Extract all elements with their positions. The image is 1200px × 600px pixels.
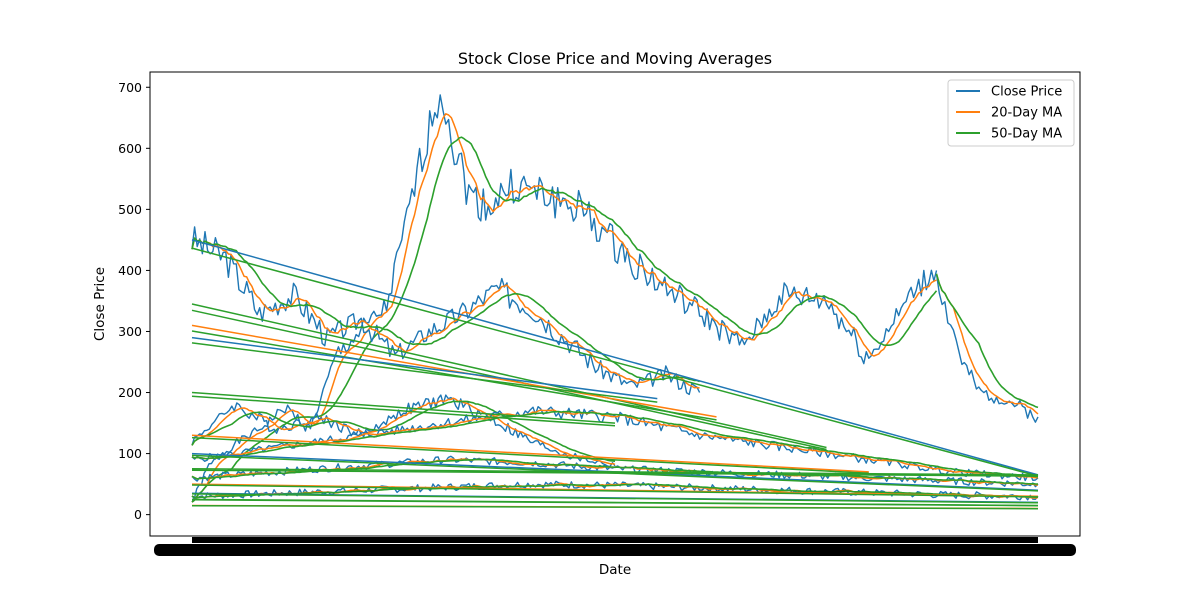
connector-line-3: [191, 336, 658, 400]
connector-ma-line-10: [191, 499, 1039, 507]
series-layer: [191, 94, 1039, 510]
x-ticks-dense: [192, 537, 1038, 543]
connector-ma-line-0: [191, 247, 1039, 477]
legend: Close Price 20-Day MA 50-Day MA: [947, 79, 1075, 147]
ma50-segment-6: [191, 483, 1038, 499]
x-tick-labels-dense: [154, 544, 1076, 556]
connector-ma-line-8: [191, 484, 1039, 498]
plot-frame: [149, 71, 1081, 537]
ma50-segment-2: [191, 237, 700, 383]
ma50-segment-0: [191, 136, 938, 503]
connector-ma-line-4: [191, 395, 616, 427]
connector-line-0: [191, 239, 1039, 476]
ma50-segment-1: [935, 273, 1039, 409]
connector-ma-line-9: [191, 493, 1039, 504]
legend-label-close-price: Close Price: [991, 85, 1062, 100]
connector-line-5: [191, 434, 869, 473]
y-tick-label-200: 200: [118, 385, 142, 400]
y-axis-label: Close Price: [92, 267, 108, 341]
y-tick-label-700: 700: [118, 80, 142, 95]
y-axis: 0 100 200 300 400 500 600 700: [118, 80, 150, 522]
chart-title: Stock Close Price and Moving Averages: [458, 49, 772, 68]
connector-ma-line-2: [191, 330, 717, 421]
y-tick-label-0: 0: [134, 507, 142, 522]
connector-ma-line-5: [191, 436, 869, 474]
ma20-segment-2: [191, 237, 700, 389]
y-tick-label-600: 600: [118, 141, 142, 156]
plot-area: [191, 94, 1039, 510]
ma20-segment-1: [935, 273, 1039, 415]
connector-line-2: [191, 324, 717, 418]
legend-label-20-day-ma: 20-Day MA: [991, 106, 1062, 121]
legend-box: [947, 79, 1075, 147]
ma50-segment-3: [191, 400, 616, 463]
x-axis-label: Date: [599, 562, 631, 578]
connector-ma-line-3: [191, 342, 658, 403]
connector-ma-line-11: [191, 504, 1039, 510]
connector-line-1: [191, 303, 827, 449]
connector-ma-line-7: [191, 469, 1039, 477]
y-tick-label-300: 300: [118, 324, 142, 339]
ma20-segment-3: [191, 397, 616, 466]
y-tick-label-400: 400: [118, 263, 142, 278]
x-tick-labels-overlapping: [154, 537, 1076, 556]
legend-label-50-day-ma: 50-Day MA: [991, 127, 1062, 142]
connector-line-7: [191, 468, 1039, 476]
y-tick-label-500: 500: [118, 202, 142, 217]
y-tick-label-100: 100: [118, 446, 142, 461]
connector-line-4: [191, 391, 616, 424]
